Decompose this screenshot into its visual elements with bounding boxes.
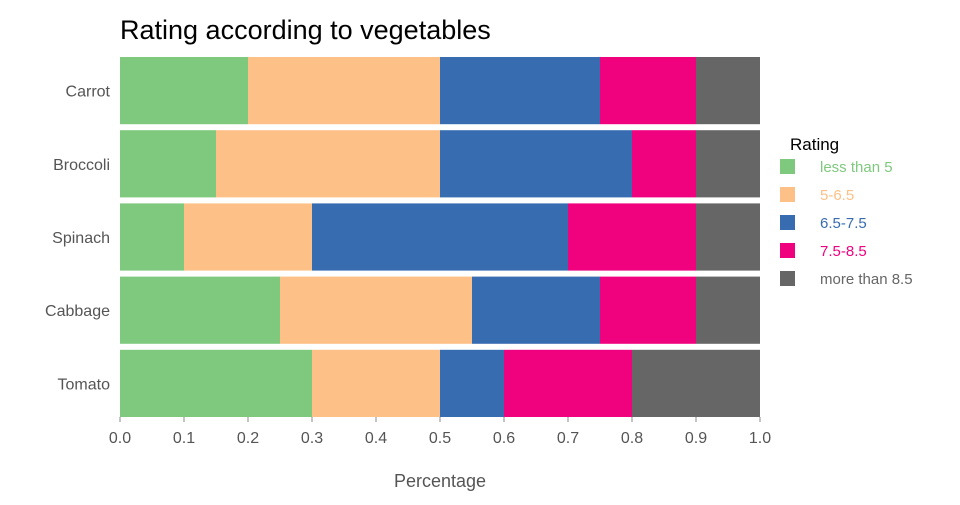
legend: Rating less than 5 5-6.5 6.5-7.5 7.5-8.5 mor… <box>780 135 913 288</box>
bar-tomato-more-than-8-5 <box>632 349 760 417</box>
legend-label-more-than-8-5: more than 8.5 <box>820 271 913 288</box>
bar-carrot-more-than-8-5 <box>696 57 760 125</box>
bar-broccoli-more-than-8-5 <box>696 130 760 198</box>
y-tick-label-broccoli: Broccoli <box>53 157 110 174</box>
bar-cabbage-5-6-5 <box>280 276 472 344</box>
bar-spinach-7-5-8-5 <box>568 203 696 271</box>
x-tick-label: 0.4 <box>365 430 387 447</box>
x-tick-label: 1.0 <box>749 430 771 447</box>
bar-tomato-5-6-5 <box>312 349 440 417</box>
chart-title: Rating according to vegetables <box>120 15 491 45</box>
x-axis-label: Percentage <box>394 471 486 491</box>
bar-cabbage-7-5-8-5 <box>600 276 696 344</box>
x-tick-label: 0.9 <box>685 430 707 447</box>
legend-title: Rating <box>790 135 839 154</box>
bar-spinach-5-6-5 <box>184 203 312 271</box>
y-tick-label-tomato: Tomato <box>58 376 111 393</box>
x-tick-label: 0.1 <box>173 430 195 447</box>
legend-swatch-5-6-5 <box>780 187 795 202</box>
legend-label-6-5-7-5: 6.5-7.5 <box>820 215 867 232</box>
y-axis: Carrot Broccoli Spinach Cabbage Tomato <box>45 84 111 394</box>
x-tick-label: 0.5 <box>429 430 451 447</box>
bar-broccoli-less-than-5 <box>120 130 216 198</box>
bar-cabbage-more-than-8-5 <box>696 276 760 344</box>
bar-broccoli-7-5-8-5 <box>632 130 696 198</box>
bar-carrot-7-5-8-5 <box>600 57 696 125</box>
y-tick-label-carrot: Carrot <box>66 84 111 101</box>
legend-label-5-6-5: 5-6.5 <box>820 187 854 204</box>
bar-spinach-less-than-5 <box>120 203 184 271</box>
x-axis: 0.0 0.1 0.2 0.3 0.4 0.5 0.6 0.7 0.8 0.9 1.0 <box>109 417 771 447</box>
legend-label-less-than-5: less than 5 <box>820 159 893 176</box>
bar-tomato-less-than-5 <box>120 349 312 417</box>
x-tick-label: 0.2 <box>237 430 259 447</box>
x-tick-label: 0.8 <box>621 430 643 447</box>
bar-carrot-5-6-5 <box>248 57 440 125</box>
bar-broccoli-5-6-5 <box>216 130 440 198</box>
x-tick-label: 0.6 <box>493 430 515 447</box>
y-tick-label-cabbage: Cabbage <box>45 303 110 320</box>
bar-spinach-more-than-8-5 <box>696 203 760 271</box>
x-tick-label: 0.0 <box>109 430 131 447</box>
y-tick-label-spinach: Spinach <box>52 230 110 247</box>
bar-cabbage-less-than-5 <box>120 276 280 344</box>
bars-layer <box>120 57 760 417</box>
x-tick-label: 0.3 <box>301 430 323 447</box>
legend-swatch-less-than-5 <box>780 159 795 174</box>
bar-tomato-6-5-7-5 <box>440 349 504 417</box>
legend-swatch-6-5-7-5 <box>780 215 795 230</box>
legend-swatch-more-than-8-5 <box>780 271 795 286</box>
bar-tomato-7-5-8-5 <box>504 349 632 417</box>
legend-label-7-5-8-5: 7.5-8.5 <box>820 243 867 260</box>
x-tick-label: 0.7 <box>557 430 579 447</box>
bar-carrot-6-5-7-5 <box>440 57 600 125</box>
bar-broccoli-6-5-7-5 <box>440 130 632 198</box>
bar-spinach-6-5-7-5 <box>312 203 568 271</box>
legend-swatch-7-5-8-5 <box>780 243 795 258</box>
bar-carrot-less-than-5 <box>120 57 248 125</box>
bar-cabbage-6-5-7-5 <box>472 276 600 344</box>
